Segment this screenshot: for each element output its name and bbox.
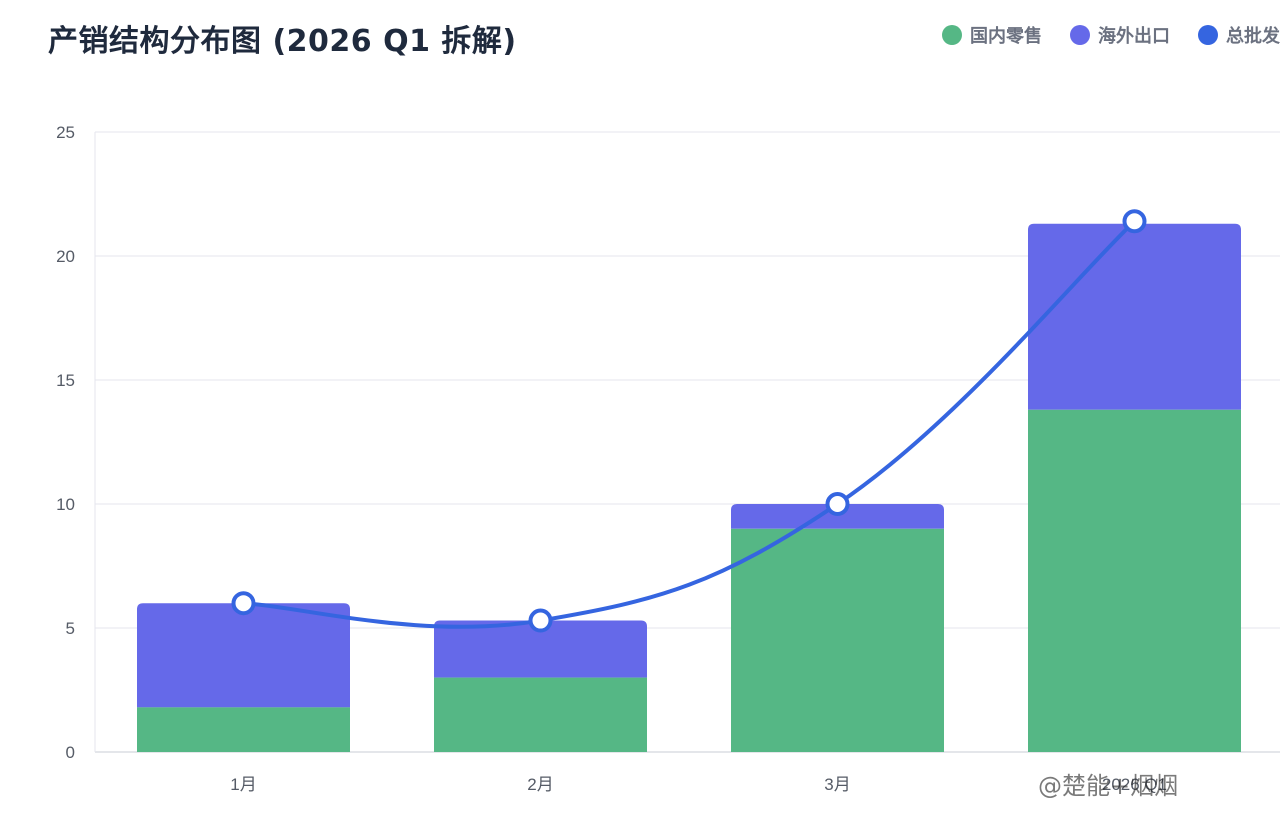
y-tick-label: 15 — [56, 371, 75, 390]
legend-item-domestic[interactable]: 国内零售 — [942, 22, 1042, 48]
bar-export — [137, 603, 350, 708]
y-tick-label: 25 — [56, 123, 75, 142]
legend-label-export: 海外出口 — [1098, 26, 1170, 47]
y-tick-label: 0 — [66, 743, 75, 762]
chart-title: 产销结构分布图 (2026 Q1 拆解) — [48, 24, 517, 59]
x-tick-label: 2月 — [527, 775, 553, 794]
x-tick-label: 3月 — [824, 775, 850, 794]
legend-item-export[interactable]: 海外出口 — [1070, 22, 1170, 48]
y-tick-label: 10 — [56, 495, 75, 514]
total-line — [241, 219, 1137, 629]
bar-domestic — [434, 677, 647, 752]
y-tick-label: 5 — [66, 619, 75, 638]
bar-domestic — [137, 707, 350, 752]
legend-label-domestic: 国内零售 — [970, 26, 1042, 47]
x-tick-label: 2026 Q1 — [1102, 775, 1167, 794]
y-tick-label: 20 — [56, 247, 75, 266]
watermark: @楚能+烟烟 — [1038, 772, 1179, 800]
legend-swatch-export — [1070, 25, 1090, 45]
bar-domestic — [731, 528, 944, 752]
bar-export — [434, 620, 647, 678]
bar-export — [731, 504, 944, 529]
bar-export — [1028, 223, 1241, 410]
legend-label-total: 总批发 — [1226, 26, 1280, 47]
total-point — [528, 608, 553, 633]
legend-swatch-total — [1198, 25, 1218, 45]
legend: 国内零售 海外出口 总批发 — [942, 22, 1280, 48]
total-point — [825, 492, 850, 516]
legend-swatch-domestic — [942, 25, 962, 45]
bar-domestic — [1028, 409, 1241, 752]
total-point — [231, 591, 256, 616]
total-point — [1122, 209, 1147, 234]
legend-item-total[interactable]: 总批发 — [1198, 22, 1280, 48]
x-tick-label: 1月 — [230, 775, 256, 794]
